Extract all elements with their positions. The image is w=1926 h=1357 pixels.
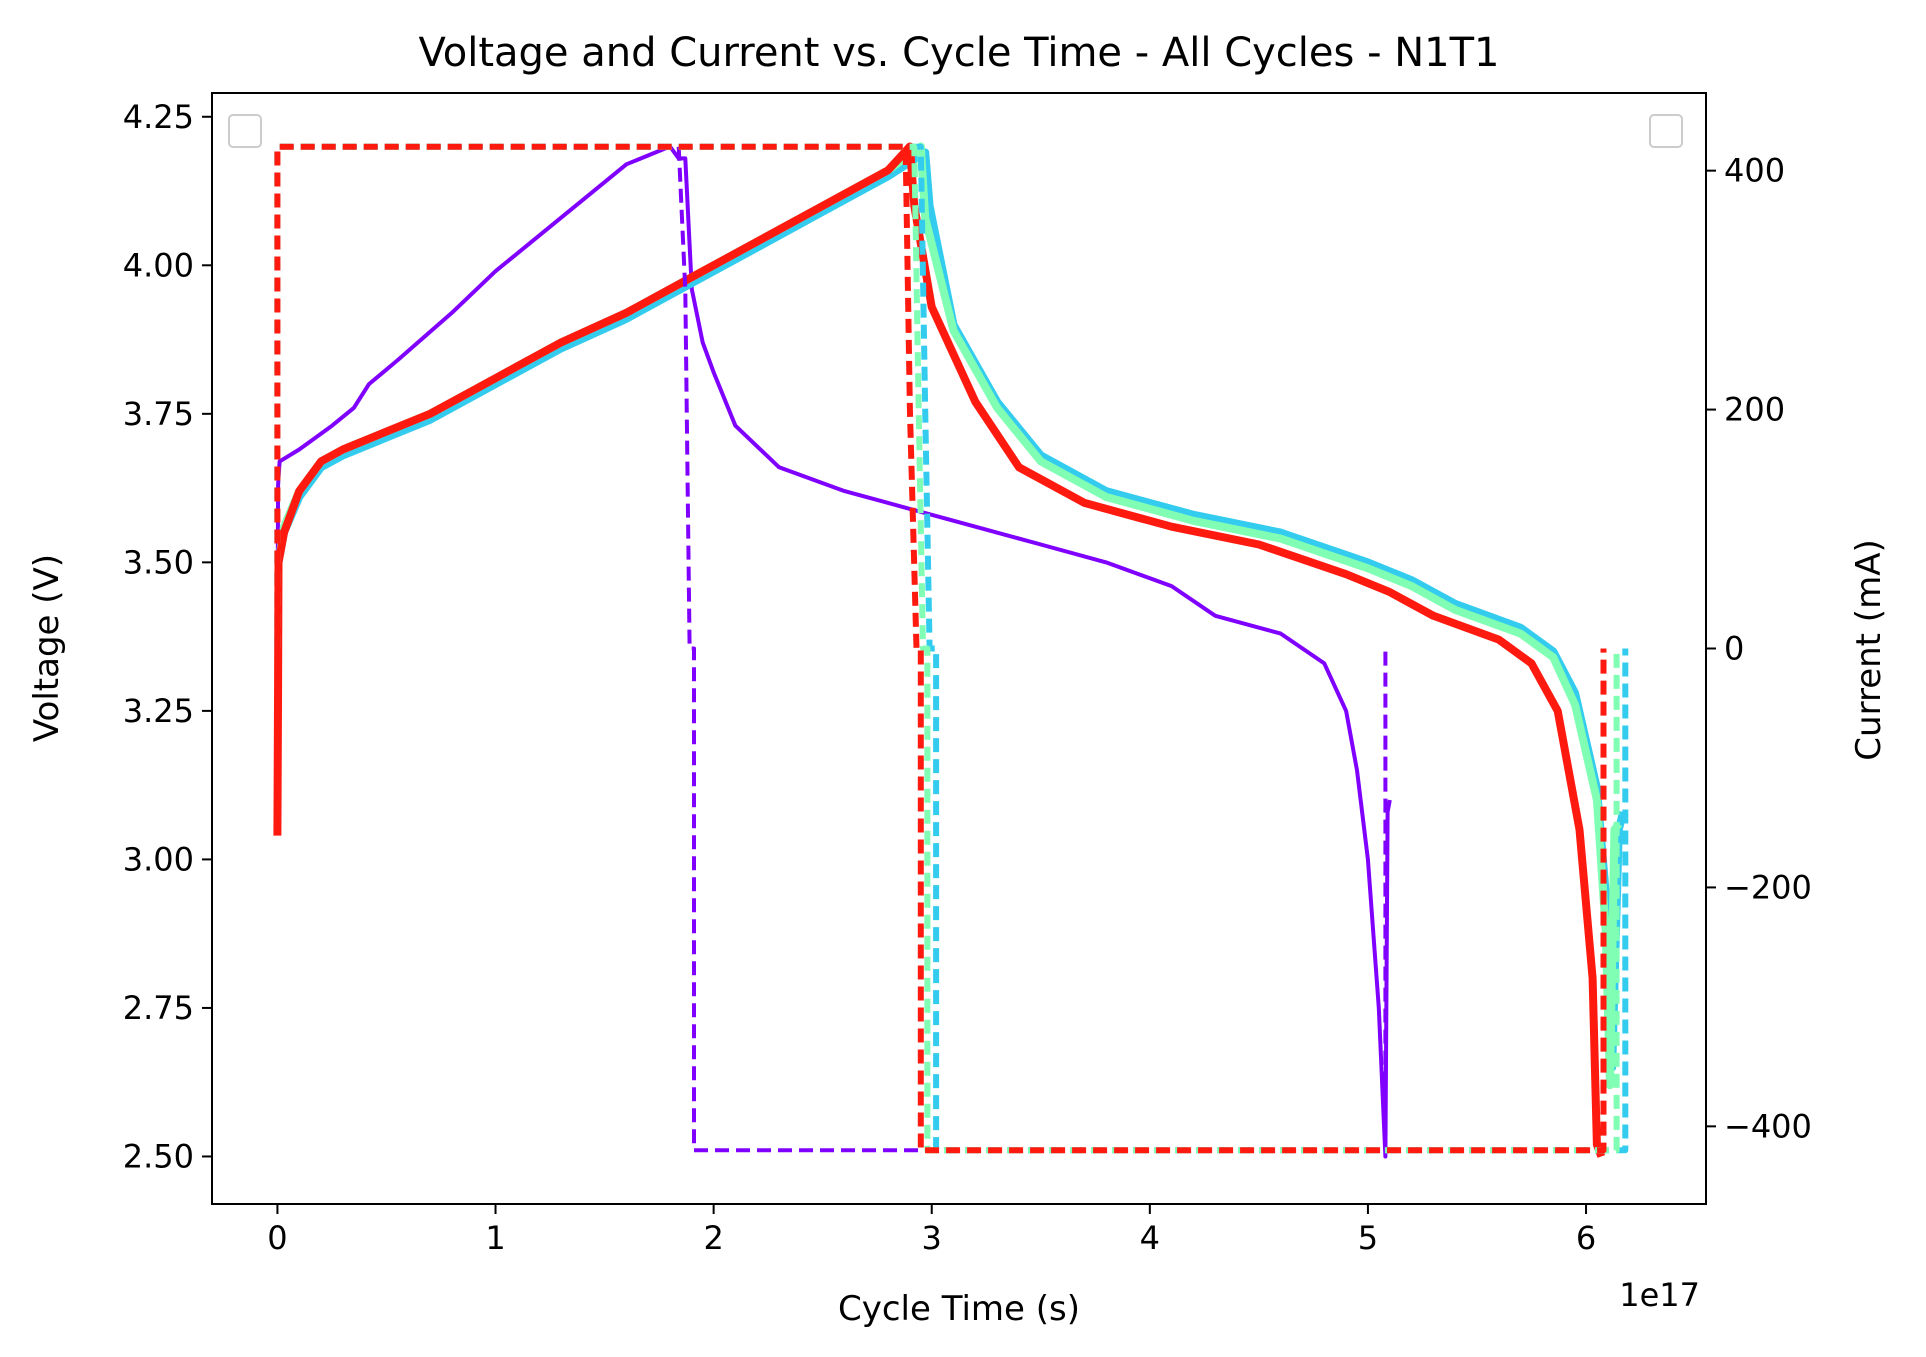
series-line-3 — [273, 142, 1606, 1158]
y-left-tick-label: 3.50 — [123, 543, 194, 581]
y-right-tick-label: 0 — [1724, 630, 1744, 668]
x-offset-label: 1e17 — [1619, 1276, 1700, 1314]
y-axis-label-left: Voltage (V) — [27, 554, 67, 742]
legend-box-left — [228, 114, 262, 148]
series-line-0 — [275, 144, 1392, 1159]
chart-title: Voltage and Current vs. Cycle Time - All… — [419, 30, 1500, 76]
series-line-7 — [274, 143, 1607, 1154]
y-right-tick-label: −400 — [1724, 1107, 1812, 1145]
y-left-tick-label: 3.00 — [123, 840, 194, 878]
x-tick-label: 4 — [1140, 1219, 1160, 1257]
x-tick-label: 3 — [922, 1219, 942, 1257]
x-tick-label: 0 — [267, 1219, 287, 1257]
y-left-tick-label: 3.25 — [123, 692, 194, 730]
y-left-tick-label: 4.25 — [123, 98, 194, 136]
y-right-tick-label: 400 — [1724, 152, 1785, 190]
y-left-tick-label: 2.50 — [123, 1137, 194, 1175]
y-axis-label-right: Current (mA) — [1849, 539, 1889, 760]
y-left-tick-label: 3.75 — [123, 395, 194, 433]
series-layer — [273, 142, 1629, 1159]
x-tick-label: 5 — [1358, 1219, 1378, 1257]
y-right-tick-label: −200 — [1724, 868, 1812, 906]
x-tick-label: 2 — [703, 1219, 723, 1257]
x-tick-label: 6 — [1576, 1219, 1596, 1257]
y-right-tick-label: 200 — [1724, 391, 1785, 429]
y-left-tick-label: 2.75 — [123, 989, 194, 1027]
legend-box-right — [1649, 114, 1683, 148]
x-axis-label: Cycle Time (s) — [838, 1289, 1080, 1329]
ticks-layer: 0 1 2 3 4 5 6 2.50 2.75 3.00 3.25 3.50 3.75 4.00 4.25 −… — [123, 98, 1812, 1257]
x-tick-label: 1 — [485, 1219, 505, 1257]
plot-area — [212, 93, 1706, 1204]
y-left-tick-label: 4.00 — [123, 246, 194, 284]
